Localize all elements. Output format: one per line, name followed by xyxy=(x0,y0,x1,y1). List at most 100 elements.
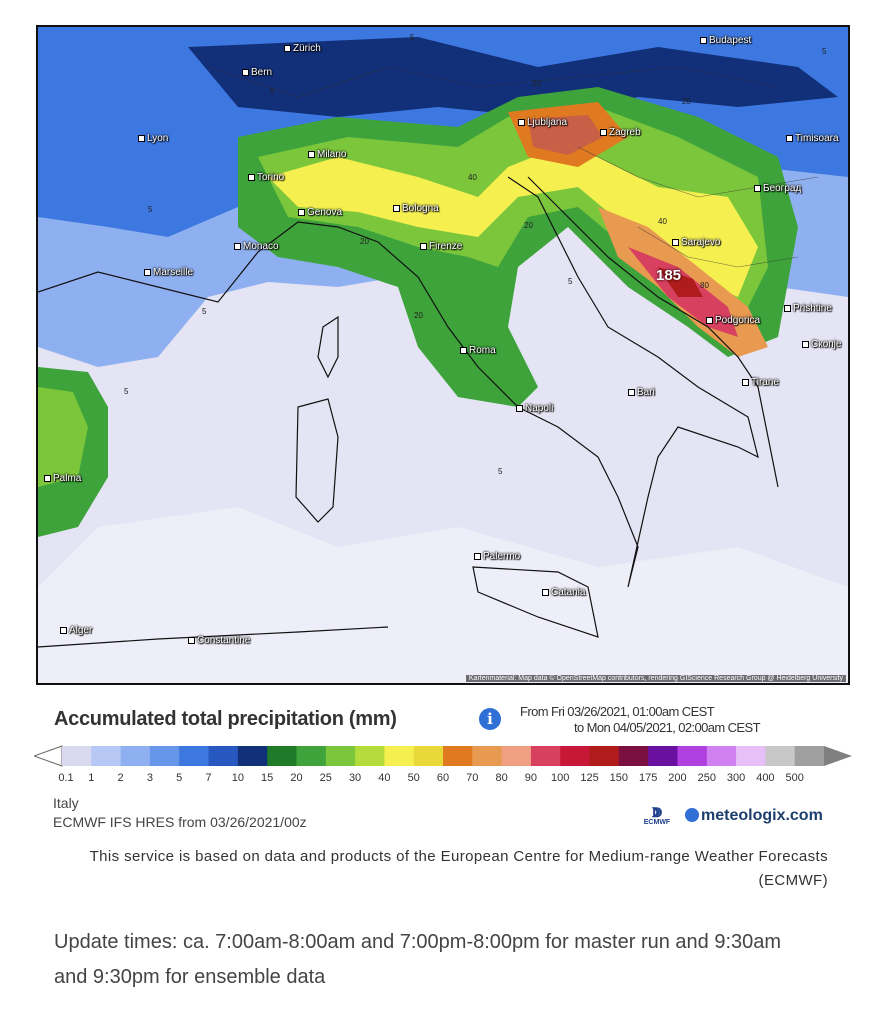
city-label: Prishtine xyxy=(784,303,832,314)
scale-tick-label: 200 xyxy=(668,772,687,784)
scale-swatch xyxy=(589,746,620,766)
scale-tick-label: 7 xyxy=(205,772,212,784)
scale-swatch xyxy=(677,746,708,766)
period-to: to Mon 04/05/2021, 02:00am CEST xyxy=(574,720,761,735)
scale-swatch xyxy=(443,746,473,766)
ecmwf-logo-icon: ↇ xyxy=(651,804,663,820)
scale-swatch xyxy=(149,746,180,766)
scale-tick-label: 40 xyxy=(378,772,391,784)
city-label: Palma xyxy=(44,473,81,484)
city-label: Roma xyxy=(460,345,496,356)
city-label: Alger xyxy=(60,625,92,636)
scale-swatch xyxy=(91,746,122,766)
city-label: Lyon xyxy=(138,133,168,144)
peak-value-label: 185 xyxy=(656,267,682,284)
contour-label: 5 xyxy=(822,47,827,56)
scale-swatch xyxy=(501,746,532,766)
scale-tick-label: 0.1 xyxy=(58,772,74,784)
scale-tick-label: 15 xyxy=(261,772,274,784)
scale-tick-label: 3 xyxy=(146,772,153,784)
scale-tick-label: 30 xyxy=(348,772,362,784)
scale-swatch xyxy=(384,746,415,766)
info-icon[interactable]: i xyxy=(479,708,501,730)
scale-tick-label: 150 xyxy=(609,772,629,784)
city-label: Bern xyxy=(242,67,272,78)
contour-label: 40 xyxy=(658,217,667,226)
meteologix-logo[interactable]: meteologix.com xyxy=(685,807,823,825)
city-label: Timisoara xyxy=(786,133,839,144)
scale-tick-label: 60 xyxy=(436,772,450,784)
scale-arrow-left xyxy=(34,745,63,767)
city-label: Torino xyxy=(248,172,284,183)
scale-swatch xyxy=(413,746,444,766)
map-field xyxy=(38,27,848,683)
contour-label: 5 xyxy=(410,33,415,42)
city-label: Bologna xyxy=(393,203,439,214)
contour-label: 80 xyxy=(700,281,709,290)
city-label: Milano xyxy=(308,149,346,160)
scale-tick-label: 80 xyxy=(495,772,508,784)
scale-swatch xyxy=(765,746,796,766)
scale-swatch xyxy=(296,746,327,766)
scale-tick-label: 500 xyxy=(785,772,804,784)
scale-swatch xyxy=(530,746,561,766)
contour-label: 5 xyxy=(124,387,129,396)
city-label: Podgorica xyxy=(706,315,760,326)
scale-tick-label: 20 xyxy=(290,772,303,784)
scale-tick-label: 400 xyxy=(756,772,775,784)
scale-swatch xyxy=(62,746,92,766)
scale-swatch xyxy=(325,746,356,766)
contour-label: 5 xyxy=(270,87,275,96)
contour-label: 40 xyxy=(468,173,477,182)
city-label: Sarajevo xyxy=(672,237,720,248)
legend-title: Accumulated total precipitation (mm) xyxy=(54,708,397,730)
city-label: Zagreb xyxy=(600,127,641,138)
contour-label: 5 xyxy=(568,277,573,286)
city-label: Скопје xyxy=(802,339,841,350)
city-label: Tirane xyxy=(742,377,779,388)
scale-swatch xyxy=(267,746,297,766)
scale-tick-label: 90 xyxy=(524,772,538,784)
scale-tick-label: 100 xyxy=(551,772,570,784)
city-label: Constantine xyxy=(188,635,250,646)
scale-tick-label: 300 xyxy=(726,772,746,784)
brand-name: meteologix.com xyxy=(701,807,823,824)
contour-label: 20 xyxy=(360,237,369,246)
city-label: Београд xyxy=(754,183,801,194)
scale-swatch xyxy=(794,746,825,766)
scale-swatch xyxy=(237,746,268,766)
contour-label: 5 xyxy=(202,307,207,316)
map-attribution[interactable]: Kartenmaterial: Map data © OpenStreetMap… xyxy=(465,675,846,682)
contour-label: 20 xyxy=(414,311,423,320)
ecmwf-disclaimer: This service is based on data and produc… xyxy=(89,848,828,889)
period-from: From Fri 03/26/2021, 01:00am CEST xyxy=(520,704,715,719)
city-label: Genova xyxy=(298,207,342,218)
contour-label: 20 xyxy=(682,97,691,106)
scale-tick-label: 125 xyxy=(580,772,599,784)
scale-tick-label: 10 xyxy=(231,772,244,784)
scale-tick-label: 70 xyxy=(466,772,479,784)
scale-swatch xyxy=(120,746,151,766)
contour-label: 20 xyxy=(524,221,533,230)
region-label: Italy xyxy=(53,795,79,811)
update-times-note: Update times: ca. 7:00am-8:00am and 7:00… xyxy=(54,931,782,988)
ecmwf-logo-text: ECMWF xyxy=(643,819,671,826)
city-label: Zürich xyxy=(284,43,321,54)
contour-label: 5 xyxy=(148,205,153,214)
city-label: Napoli xyxy=(516,403,553,414)
scale-tick-label: 250 xyxy=(697,772,716,784)
scale-tick-label: 2 xyxy=(117,772,124,784)
scale-tick-label: 5 xyxy=(176,772,183,784)
scale-swatch xyxy=(560,746,591,766)
city-label: Firenze xyxy=(420,241,462,252)
city-label: Marseille xyxy=(144,267,193,278)
ecmwf-logo[interactable]: ↇ ECMWF xyxy=(637,805,677,826)
scale-swatch xyxy=(472,746,503,766)
scale-swatch xyxy=(736,746,766,766)
precipitation-map: Zürich Budapest Bern Ljubljana Zagreb Ti… xyxy=(36,25,850,685)
scale-swatch xyxy=(208,746,239,766)
scale-swatch xyxy=(179,746,210,766)
scale-tick-label: 25 xyxy=(319,772,332,784)
scale-swatch xyxy=(355,746,385,766)
city-label: Ljubljana xyxy=(518,117,567,128)
